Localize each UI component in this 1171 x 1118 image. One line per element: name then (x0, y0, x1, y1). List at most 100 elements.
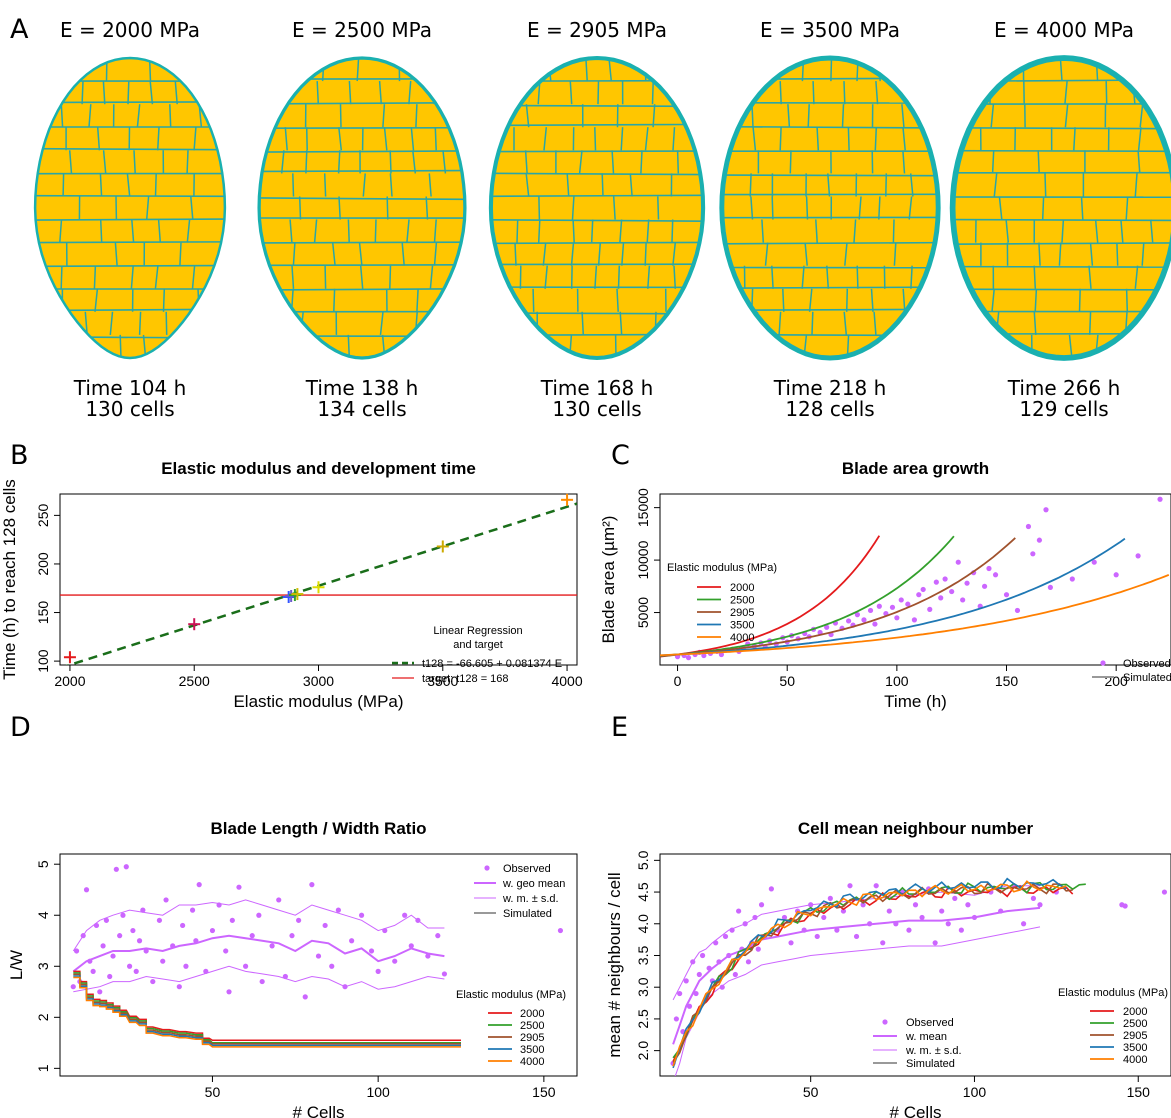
observed-point (758, 902, 765, 908)
observed-point (408, 943, 414, 949)
observed-point (781, 914, 788, 921)
observed-point (840, 908, 847, 914)
observed-point (867, 921, 873, 927)
observed-point (1157, 496, 1163, 502)
y-tick-label: 2 (35, 1013, 51, 1021)
chart-title: Blade Length / Width Ratio (210, 819, 426, 838)
y-axis-label: L/W (7, 950, 26, 980)
legend-entry: 4000 (520, 1056, 544, 1068)
observed-point (932, 940, 938, 946)
observed-point (880, 940, 886, 946)
observed-point (808, 902, 814, 908)
legend-swatch (882, 1019, 888, 1025)
series-line-3500 (660, 537, 1126, 657)
legend-entry: 3500 (520, 1044, 544, 1056)
leaf-modulus-label: E = 2000 MPa (59, 18, 201, 42)
observed-point (120, 912, 126, 918)
data-point-cross (561, 493, 574, 506)
observed-point (683, 978, 689, 984)
observed-point (229, 917, 235, 923)
observed-point (1030, 551, 1036, 557)
legend-entry: 2905 (1123, 1030, 1147, 1042)
x-tick-label: 100 (366, 1084, 390, 1100)
data-point-cross (188, 618, 201, 631)
observed-point (801, 927, 807, 933)
observed-point (289, 933, 295, 939)
x-tick-label: 50 (803, 1084, 819, 1100)
legend-entry: Observed (1123, 658, 1171, 670)
observed-point (834, 927, 840, 933)
legend-entry: t128 = -66.605 + 0.081374 E (422, 658, 562, 670)
y-axis-label: mean # neighbours / cell (605, 872, 624, 1057)
observed-point (203, 968, 209, 974)
w-mean-line (672, 906, 1041, 1045)
observed-point (1020, 921, 1027, 927)
y-tick-label: 2.0 (635, 1041, 651, 1061)
chart-title: Elastic modulus and development time (161, 459, 476, 478)
panel-letter-a: A (10, 14, 29, 45)
data-point-cross (436, 540, 449, 553)
observed-point (368, 948, 375, 954)
x-axis-label: # Cells (890, 1103, 942, 1118)
observed-point (123, 864, 129, 870)
series-line-2905 (73, 973, 461, 1045)
x-axis-label: # Cells (293, 1103, 345, 1118)
series-line-3500 (73, 975, 461, 1047)
observed-point (722, 933, 729, 940)
leaf-caption: Time 168 h 130 cells (482, 378, 712, 420)
observed-point (143, 948, 149, 954)
observed-point (183, 963, 189, 969)
legend-title: Elastic modulus (MPa) (667, 562, 777, 574)
observed-point (441, 971, 448, 977)
observed-point (100, 943, 106, 949)
observed-point (958, 927, 964, 933)
observed-point (719, 984, 725, 990)
observed-point (342, 984, 348, 990)
leaf-cell-mesh (488, 55, 706, 361)
data-point-cross (291, 588, 304, 601)
observed-point (1135, 553, 1141, 559)
observed-point (80, 933, 86, 939)
observed-point (696, 971, 702, 978)
observed-point (259, 978, 265, 985)
observed-point (126, 963, 133, 969)
observed-point (942, 576, 948, 582)
observed-point (971, 914, 978, 921)
observed-point (1047, 584, 1053, 590)
leaf-cell-mesh (257, 56, 467, 360)
observed-point (854, 612, 860, 618)
observed-point (906, 927, 912, 933)
observed-point (415, 917, 421, 923)
legend-swatch (484, 865, 490, 871)
x-tick-label: 150 (995, 673, 1019, 689)
data-point-cross (312, 581, 325, 594)
observed-point (130, 927, 136, 934)
legend-title: and target (453, 639, 503, 651)
observed-point (1069, 576, 1075, 582)
observed-point (861, 617, 867, 623)
y-tick-label: 10000 (635, 540, 651, 579)
observed-point (309, 882, 315, 888)
observed-point (939, 908, 945, 914)
observed-point (1043, 507, 1049, 513)
y-tick-label: 250 (35, 503, 51, 527)
x-tick-label: 3000 (303, 673, 334, 689)
x-axis-label: Elastic modulus (MPa) (233, 692, 403, 711)
y-tick-label: 1 (35, 1064, 51, 1072)
leaf-cells: 128 cells (785, 397, 875, 421)
observed-point (893, 921, 899, 927)
observed-point (938, 595, 944, 601)
observed-point (964, 580, 970, 586)
observed-point (170, 943, 176, 949)
sd-lower-line (674, 926, 1041, 1076)
observed-point (113, 866, 119, 872)
observed-point (752, 914, 758, 921)
observed-point (853, 933, 860, 940)
y-tick-label: 4.5 (635, 882, 651, 902)
geo-mean-line (72, 934, 445, 973)
legend-entry: 3500 (1123, 1042, 1147, 1054)
x-axis-label: Time (h) (884, 692, 947, 711)
y-tick-label: 3.0 (635, 977, 651, 997)
observed-point (960, 597, 966, 603)
observed-point (1014, 607, 1021, 614)
